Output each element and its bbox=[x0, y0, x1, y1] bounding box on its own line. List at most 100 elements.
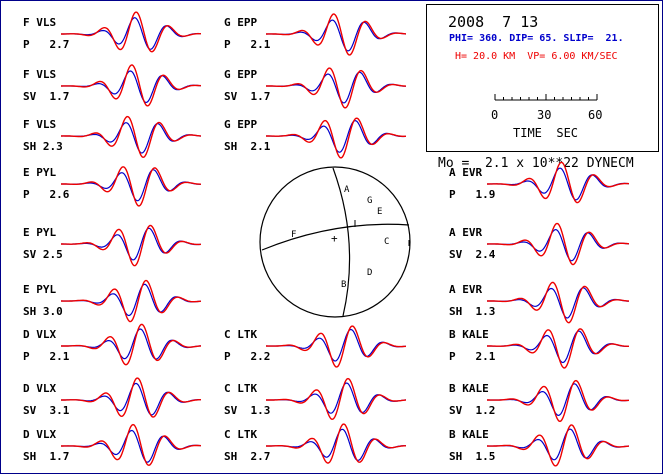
depth-velocity-params: H= 20.0 KM VP= 6.00 KM/SEC bbox=[455, 51, 618, 62]
event-info-box: 2008 7 13 PHI= 360. DIP= 65. SLIP= 21. H… bbox=[426, 4, 659, 152]
trace-station-label: B KALE bbox=[449, 382, 489, 395]
waveform-plot bbox=[61, 423, 201, 467]
trace-station-label: G EPP bbox=[224, 68, 258, 81]
focal-mechanism-beachball: + A G E C F B D bbox=[259, 166, 411, 318]
waveform-plot bbox=[61, 323, 201, 366]
trace-station-label: B KALE bbox=[449, 328, 489, 341]
trace-station-label: B KALE bbox=[449, 428, 489, 441]
station-mark-B: B bbox=[341, 280, 346, 290]
trace-component-label: SH 2.1 bbox=[224, 140, 271, 153]
beachball-center-mark: + bbox=[331, 232, 338, 245]
waveform-plot bbox=[61, 11, 201, 53]
trace-station-label: C LTK bbox=[224, 382, 258, 395]
trace-station-label: A EVR bbox=[449, 283, 483, 296]
synthetic-trace bbox=[487, 379, 629, 423]
waveform-plot bbox=[61, 64, 201, 107]
station-mark-F: F bbox=[291, 230, 296, 240]
waveform-plot bbox=[266, 13, 406, 56]
trace-component-label: P 2.2 bbox=[224, 350, 271, 363]
moment-label: Mo = 2.1 x 10**22 DYNECM bbox=[438, 156, 634, 171]
observed-trace bbox=[487, 167, 629, 201]
trace-station-label: G EPP bbox=[224, 16, 258, 29]
synthetic-trace bbox=[266, 423, 406, 464]
waveform-plot bbox=[487, 281, 629, 324]
trace-station-label: C LTK bbox=[224, 328, 258, 341]
synthetic-trace bbox=[487, 328, 629, 369]
waveform-plot bbox=[487, 424, 629, 467]
trace-component-label: P 1.9 bbox=[449, 188, 496, 201]
synthetic-trace bbox=[487, 281, 629, 324]
waveform-plot bbox=[266, 117, 406, 159]
waveform-plot bbox=[61, 166, 201, 207]
synthetic-trace bbox=[266, 13, 406, 56]
scale-tick-30: 30 bbox=[537, 108, 552, 122]
trace-component-label: SV 1.2 bbox=[449, 404, 496, 417]
waveform-plot bbox=[61, 377, 201, 418]
scale-label: TIME SEC bbox=[513, 126, 579, 140]
observed-trace bbox=[61, 122, 201, 154]
station-mark-G: G bbox=[367, 196, 372, 206]
trace-component-label: SH 1.7 bbox=[23, 450, 70, 463]
waveform-plot bbox=[61, 279, 201, 323]
station-mark-A: A bbox=[344, 185, 350, 195]
waveform-plot bbox=[266, 67, 406, 109]
trace-component-label: P 2.7 bbox=[23, 38, 70, 51]
station-mark-C: C bbox=[384, 237, 389, 247]
synthetic-trace bbox=[266, 117, 406, 159]
trace-component-label: P 2.1 bbox=[23, 350, 70, 363]
observed-trace bbox=[266, 19, 406, 52]
station-mark-D: D bbox=[367, 268, 372, 278]
synthetic-trace bbox=[266, 325, 406, 368]
synthetic-trace bbox=[61, 323, 201, 366]
trace-component-label: SH 1.3 bbox=[449, 305, 496, 318]
waveform-plot bbox=[487, 222, 629, 266]
observed-trace bbox=[487, 428, 629, 461]
trace-station-label: G EPP bbox=[224, 118, 258, 131]
observed-trace bbox=[487, 330, 629, 364]
trace-component-label: SV 3.1 bbox=[23, 404, 70, 417]
synthetic-trace bbox=[487, 222, 629, 266]
waveform-plot bbox=[266, 377, 406, 421]
trace-station-label: E PYL bbox=[23, 283, 57, 296]
trace-component-label: SV 2.4 bbox=[449, 248, 496, 261]
waveform-plot bbox=[266, 423, 406, 464]
synthetic-trace bbox=[61, 377, 201, 418]
trace-station-label: F VLS bbox=[23, 118, 57, 131]
trace-station-label: A EVR bbox=[449, 166, 483, 179]
trace-component-label: SV 1.7 bbox=[23, 90, 70, 103]
synthetic-trace bbox=[61, 224, 201, 267]
waveform-plot bbox=[61, 224, 201, 267]
trace-station-label: F VLS bbox=[23, 68, 57, 81]
trace-component-label: SH 2.7 bbox=[224, 450, 271, 463]
trace-station-label: C LTK bbox=[224, 428, 258, 441]
waveform-plot bbox=[487, 328, 629, 369]
waveform-plot bbox=[487, 161, 629, 204]
trace-component-label: SH 1.5 bbox=[449, 450, 496, 463]
synthetic-trace bbox=[61, 166, 201, 207]
time-scale-bar bbox=[494, 94, 598, 101]
trace-component-label: P 2.6 bbox=[23, 188, 70, 201]
trace-station-label: D VLX bbox=[23, 428, 57, 441]
trace-station-label: E PYL bbox=[23, 226, 57, 239]
synthetic-trace bbox=[61, 11, 201, 53]
synthetic-trace bbox=[61, 279, 201, 323]
waveform-plot bbox=[266, 325, 406, 368]
trace-component-label: SV 1.3 bbox=[224, 404, 271, 417]
observed-trace bbox=[61, 227, 201, 261]
trace-station-label: F VLS bbox=[23, 16, 57, 29]
event-date: 2008 7 13 bbox=[448, 13, 539, 31]
scale-tick-0: 0 bbox=[491, 108, 499, 122]
trace-component-label: SH 2.3 bbox=[23, 140, 63, 153]
synthetic-trace bbox=[487, 161, 629, 204]
trace-station-label: E PYL bbox=[23, 166, 57, 179]
waveform-plot bbox=[487, 379, 629, 423]
synthetic-trace bbox=[487, 424, 629, 467]
synthetic-trace bbox=[61, 64, 201, 107]
trace-component-label: SV 1.7 bbox=[224, 90, 271, 103]
waveform-plot bbox=[61, 115, 201, 159]
trace-component-label: P 2.1 bbox=[449, 350, 496, 363]
station-mark-E: E bbox=[377, 207, 382, 217]
synthetic-trace bbox=[266, 67, 406, 109]
synthetic-trace bbox=[61, 423, 201, 467]
